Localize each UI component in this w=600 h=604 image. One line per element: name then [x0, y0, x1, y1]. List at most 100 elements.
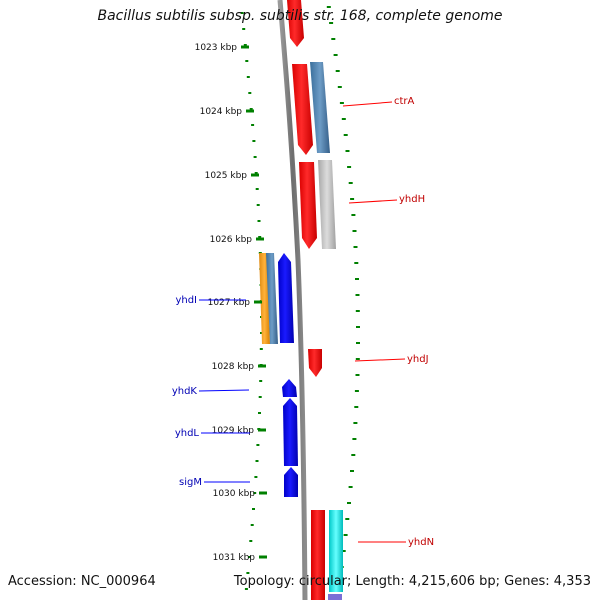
kbp-tick-mark	[258, 428, 266, 432]
outer-tick-dot	[347, 166, 352, 168]
outer-tick-dot	[347, 502, 351, 504]
gene-arrow-yhdl[interactable]	[283, 398, 298, 466]
inner-tick-dot	[242, 28, 246, 30]
inner-tick-dot	[259, 380, 263, 382]
inner-tick-dot	[255, 460, 259, 462]
kbp-tick-mark	[258, 364, 266, 368]
outer-tick-dot	[333, 54, 338, 56]
gene-arrow-sigm[interactable]	[284, 467, 298, 497]
inner-tick-dot	[251, 124, 255, 126]
outer-tick-dot	[355, 278, 359, 280]
gene-leader-line	[342, 101, 393, 107]
inner-tick-dot	[258, 236, 262, 238]
outer-tick-dot	[351, 214, 356, 216]
gene-label-reverse[interactable]: yhdL	[175, 428, 200, 439]
inner-tick-dot	[243, 44, 247, 46]
outer-tick-dot	[329, 22, 334, 24]
inner-tick-dot	[240, 12, 244, 14]
kbp-tick-label: 1031 kbp	[213, 553, 256, 563]
kbp-tick-mark	[251, 173, 259, 177]
inner-tick-dot	[254, 172, 258, 174]
forward-strand-genes	[287, 0, 343, 600]
gene-leader-line	[348, 199, 398, 204]
gene-arrow-yhdi[interactable]	[278, 253, 294, 343]
inner-tick-dot	[250, 524, 254, 526]
gene-label-forward[interactable]: yhdJ	[407, 354, 429, 365]
kbp-tick-mark	[254, 300, 262, 304]
genome-title: Bacillus subtilis subsp. subtilis str. 1…	[97, 8, 503, 24]
inner-tick-dot	[247, 556, 251, 558]
outer-tick-dot	[352, 438, 357, 440]
inner-tick-dot	[257, 220, 261, 222]
inner-tick-dot	[258, 396, 262, 398]
outer-tick-dot	[331, 38, 336, 40]
inner-tick-dot	[253, 156, 257, 158]
kbp-tick-label: 1029 kbp	[212, 426, 255, 436]
outer-tick-dot	[354, 406, 359, 408]
gene-arrow-ctra[interactable]	[292, 64, 313, 155]
gene-arrow-yhdk[interactable]	[282, 379, 297, 397]
outer-tick-dot	[355, 294, 360, 296]
outer-tick-dot	[353, 246, 358, 248]
outer-tick-dot	[356, 342, 360, 344]
outer-tick-dot	[356, 326, 360, 328]
inner-tick-dot	[259, 348, 263, 350]
gene-label-reverse[interactable]: yhdK	[172, 386, 198, 397]
genome-backbone	[277, 0, 308, 601]
reverse-strand-genes	[259, 253, 298, 497]
gene-box-steel-2[interactable]	[266, 253, 278, 344]
inner-tick-dot	[244, 588, 248, 590]
gene-box-cyan[interactable]	[329, 510, 343, 592]
outer-tick-dot	[352, 230, 357, 232]
inner-tick-dot	[245, 60, 249, 62]
gene-arrow-yhdj[interactable]	[308, 349, 322, 377]
inner-tick-dot	[256, 204, 260, 206]
outer-tick-dot	[354, 262, 359, 264]
kbp-tick-label: 1027 kbp	[208, 298, 251, 308]
outer-tick-dot	[341, 118, 346, 120]
gene-arrow-yhdh[interactable]	[299, 162, 317, 249]
kbp-tick-mark	[259, 491, 267, 495]
outer-tick-dot	[351, 454, 356, 456]
kbp-tick-mark	[256, 237, 264, 241]
outer-tick-dot	[353, 422, 358, 424]
kbp-tick-mark	[259, 555, 267, 559]
outer-tick-dot	[341, 550, 346, 552]
gene-label-forward[interactable]: ctrA	[394, 96, 415, 107]
outer-tick-dot	[343, 134, 348, 136]
outer-tick-dot	[345, 150, 350, 152]
inner-tick-dot	[260, 332, 263, 334]
gene-box-grey[interactable]	[318, 160, 336, 249]
gene-arrow-top-partial[interactable]	[287, 0, 304, 47]
gene-label-reverse[interactable]: sigM	[179, 477, 202, 488]
kbp-tick-label: 1023 kbp	[195, 43, 238, 53]
kbp-tick-mark	[246, 109, 254, 113]
kbp-tick-label: 1028 kbp	[212, 362, 255, 372]
gene-leader-line	[198, 389, 250, 392]
outer-tick-dot	[339, 102, 344, 104]
gene-label-forward[interactable]: yhdH	[399, 194, 425, 205]
outer-tick-dot	[350, 470, 354, 472]
inner-tick-dot	[246, 76, 250, 78]
outer-tick-dot	[348, 182, 353, 184]
topology-text: Topology: circular; Length: 4,215,606 bp…	[233, 574, 591, 589]
gene-label-reverse[interactable]: yhdI	[175, 295, 197, 306]
outer-tick-dot	[348, 486, 353, 488]
outer-tick-dot	[335, 70, 340, 72]
gene-box-yhdn-red[interactable]	[311, 510, 325, 600]
outer-tick-dot	[337, 86, 342, 88]
gene-box-steel-1[interactable]	[310, 62, 330, 153]
inner-tick-dot	[248, 92, 252, 94]
inner-tick-dot	[254, 476, 258, 478]
gene-box-bottom-violet[interactable]	[328, 594, 342, 600]
kbp-tick-label: 1030 kbp	[213, 489, 256, 499]
outer-tick-dot	[355, 358, 360, 360]
outer-tick-dot	[343, 534, 348, 536]
gene-label-forward[interactable]: yhdN	[408, 537, 434, 548]
kbp-tick-label: 1025 kbp	[205, 171, 248, 181]
gene-labels: ctrA yhdH yhdJ yhdN yhdI yhdK yhdL sigM	[172, 96, 434, 548]
kbp-tick-label: 1024 kbp	[200, 107, 243, 117]
inner-tick-dot	[249, 540, 253, 542]
kbp-ticks: 1023 kbp 1024 kbp 1025 kbp 1026 kbp 1027 kbp…	[195, 43, 267, 563]
